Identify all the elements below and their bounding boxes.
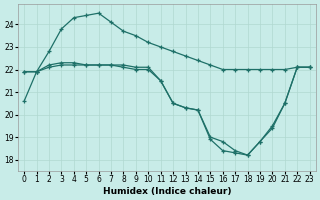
X-axis label: Humidex (Indice chaleur): Humidex (Indice chaleur) <box>103 187 231 196</box>
